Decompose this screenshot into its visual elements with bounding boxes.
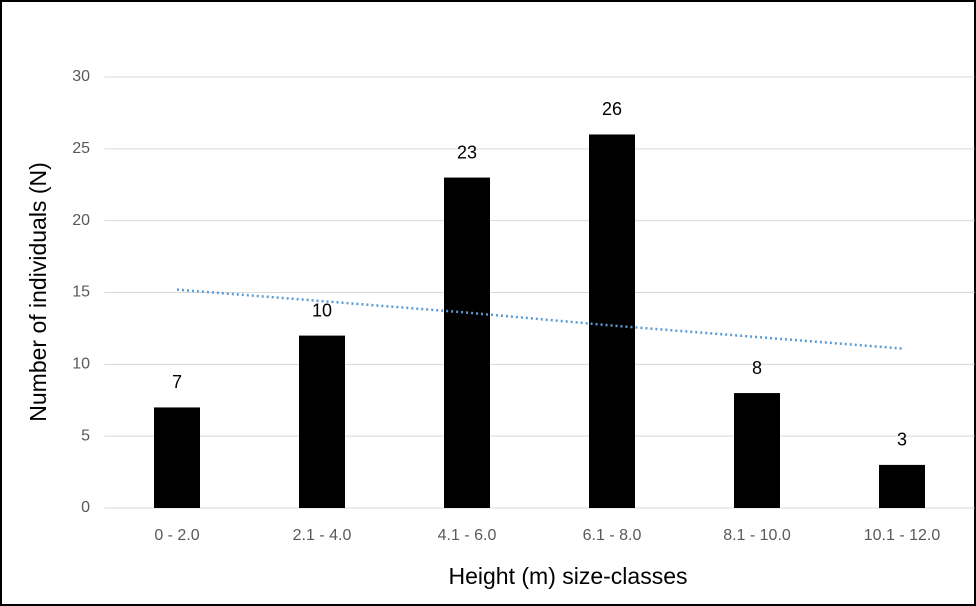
data-label: 8 <box>752 358 762 378</box>
data-label: 7 <box>172 372 182 392</box>
y-tick-label: 0 <box>81 499 90 516</box>
y-tick-label: 20 <box>72 212 90 229</box>
x-tick-label: 6.1 - 8.0 <box>583 527 642 544</box>
data-label: 26 <box>602 99 622 119</box>
bar <box>589 134 635 508</box>
y-tick-label: 15 <box>72 284 90 301</box>
y-tick-label: 5 <box>81 427 90 444</box>
x-tick-label: 0 - 2.0 <box>154 527 199 544</box>
x-axis-title: Height (m) size-classes <box>449 563 688 589</box>
data-label: 3 <box>897 430 907 450</box>
bar <box>734 393 780 508</box>
bar <box>444 177 490 509</box>
bar <box>154 407 200 508</box>
x-tick-label: 8.1 - 10.0 <box>723 527 791 544</box>
y-axis-title: Number of individuals (N) <box>25 162 51 421</box>
x-tick-label: 10.1 - 12.0 <box>864 527 941 544</box>
bar <box>299 335 345 508</box>
y-tick-label: 25 <box>72 140 90 157</box>
y-tick-label: 30 <box>72 68 90 85</box>
x-tick-label: 4.1 - 6.0 <box>438 527 497 544</box>
x-tick-label: 2.1 - 4.0 <box>293 527 352 544</box>
data-label: 23 <box>457 142 477 162</box>
data-label: 10 <box>312 300 332 320</box>
y-tick-label: 10 <box>72 356 90 373</box>
bar <box>879 464 925 508</box>
trendline <box>176 288 903 350</box>
